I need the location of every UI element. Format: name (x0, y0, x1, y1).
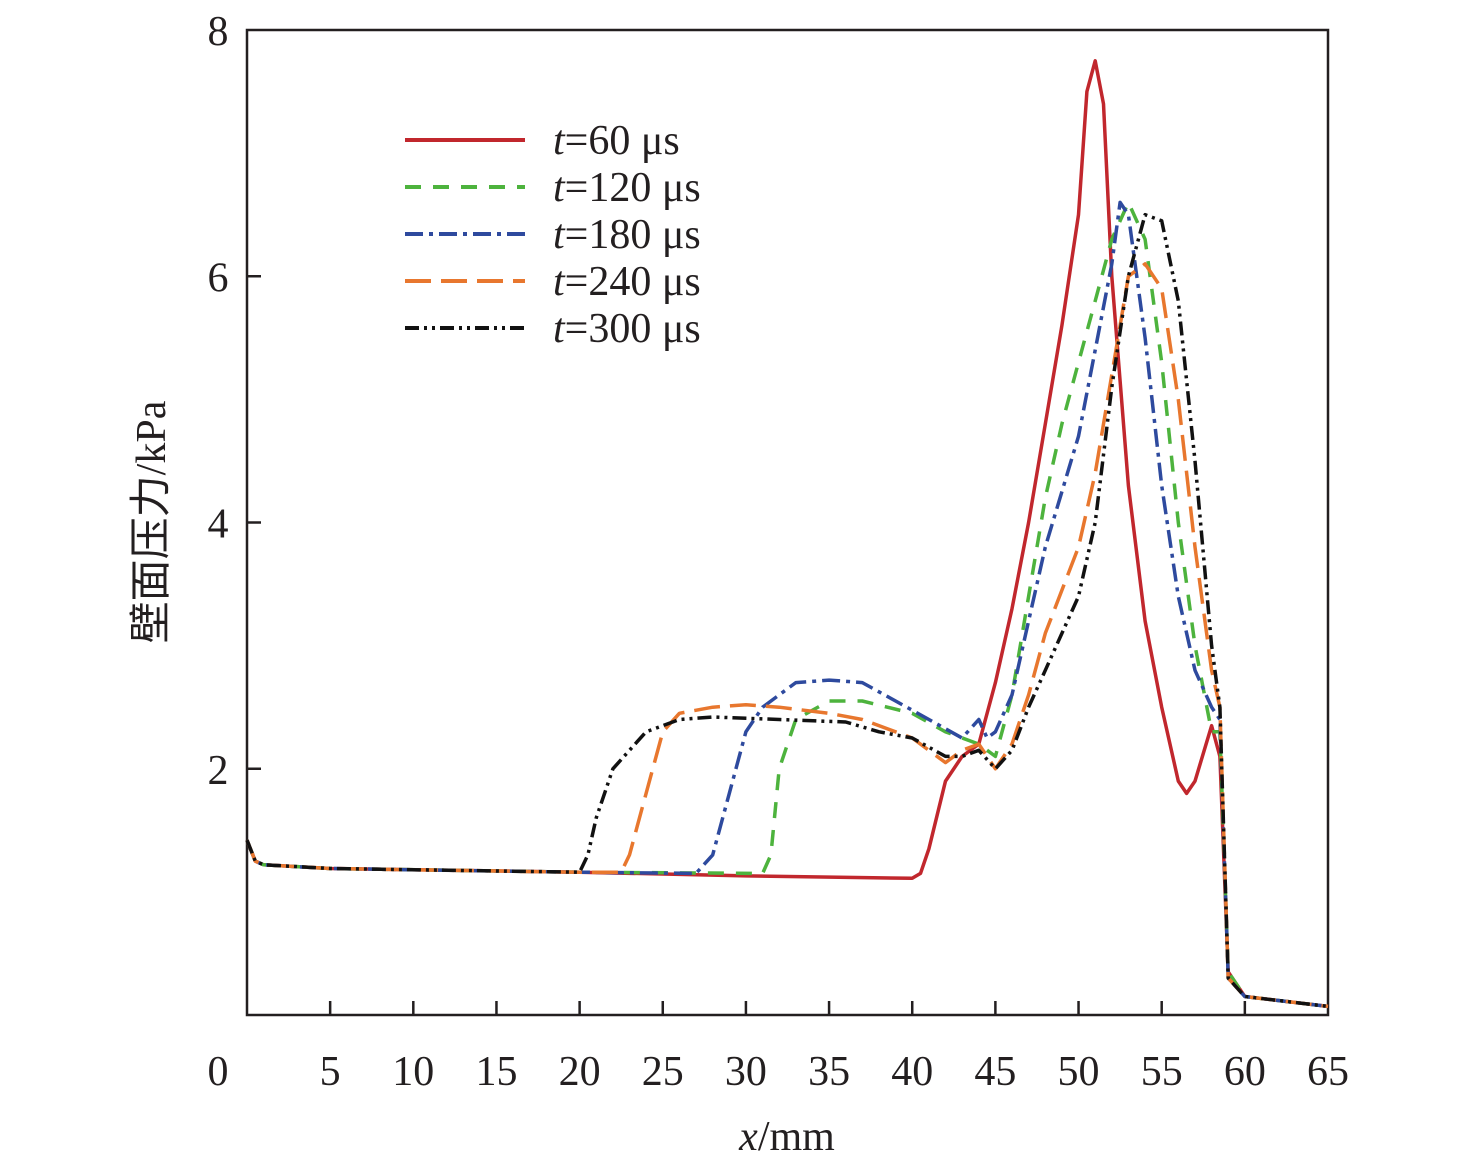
x-tick-label: 30 (725, 1049, 767, 1095)
legend-label: t=120 μs (553, 165, 701, 211)
x-axis-label: x/mm (738, 1114, 835, 1160)
series-line (245, 200, 1329, 1009)
legend-label: t=240 μs (553, 259, 701, 305)
y-tick-label: 2 (208, 748, 229, 794)
series-line (245, 200, 1329, 1009)
series-line (245, 59, 1329, 1009)
y-tick-label: 6 (208, 255, 229, 301)
x-tick-label: 55 (1141, 1049, 1183, 1095)
y-axis: 2 4 6 8 (208, 9, 261, 794)
series-line (245, 212, 1329, 1009)
x-tick-label: 60 (1224, 1049, 1266, 1095)
legend-label: t=300 μs (553, 306, 701, 352)
x-tick-label: 15 (475, 1049, 517, 1095)
y-zero-label: 0 (208, 1049, 229, 1095)
x-tick-label: 45 (974, 1049, 1016, 1095)
x-tick-label: 20 (559, 1049, 601, 1095)
y-tick-label: 8 (208, 9, 229, 55)
x-tick-label: 25 (642, 1049, 684, 1095)
x-tick-label: 50 (1058, 1049, 1100, 1095)
legend-label: t=60 μs (553, 118, 680, 164)
x-tick-label: 65 (1307, 1049, 1349, 1095)
series-lines (245, 59, 1329, 1009)
x-tick-label: 35 (808, 1049, 850, 1095)
series-line (245, 262, 1329, 1009)
x-tick-label: 40 (891, 1049, 933, 1095)
legend-label: t=180 μs (553, 212, 701, 258)
x-axis: 5 10 15 20 25 30 35 40 45 50 55 60 65 (320, 1001, 1349, 1095)
y-tick-label: 4 (208, 502, 229, 548)
legend: t=60 μst=120 μst=180 μst=240 μst=300 μs (405, 118, 701, 352)
y-axis-label: 壁面压力/kPa (129, 400, 175, 643)
x-tick-label: 5 (320, 1049, 341, 1095)
x-tick-label: 10 (392, 1049, 434, 1095)
